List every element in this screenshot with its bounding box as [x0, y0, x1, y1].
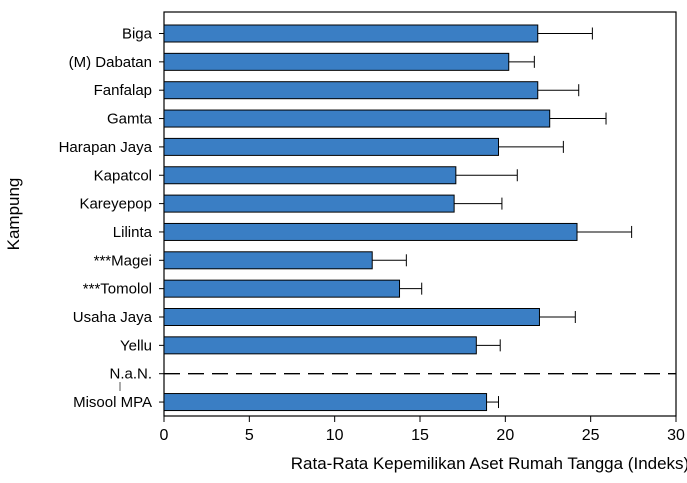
- bar: [163, 336, 477, 355]
- y-tick-label: Gamta: [107, 111, 153, 128]
- bar: [163, 166, 457, 185]
- y-tick-label: Misool MPA: [73, 394, 152, 411]
- y-tick-label: ***Tomolol: [83, 281, 152, 298]
- y-tick-label: Yellu: [120, 337, 152, 354]
- bar: [163, 194, 455, 213]
- y-tick-label: Fanfalap: [94, 82, 152, 99]
- bar: [163, 251, 373, 270]
- bar: [163, 308, 540, 326]
- y-tick-label: ***Magei: [94, 252, 152, 269]
- plot-area: Biga (M) Dabatan Fanfalap Gamta Harapan Jaya…: [59, 11, 685, 444]
- bar: [163, 109, 551, 128]
- plot-frame: [163, 11, 677, 417]
- x-tick-label: 25: [582, 427, 600, 444]
- y-tick-label: Kapatcol: [94, 167, 152, 184]
- y-axis-title: Kampung: [4, 178, 23, 251]
- bar: [163, 222, 578, 241]
- x-tick-label: 5: [245, 427, 254, 444]
- bar: [163, 81, 539, 100]
- bar: [163, 393, 488, 412]
- bar: [163, 137, 500, 156]
- x-tick-label: 30: [667, 427, 685, 444]
- bar: [163, 52, 510, 71]
- y-tick-label: (M) Dabatan: [69, 54, 152, 71]
- y-tick-label: N.a.N.: [109, 366, 152, 383]
- y-tick-label: Lilinta: [113, 224, 153, 241]
- y-tick-label: Usaha Jaya: [73, 309, 153, 326]
- y-tick-label: Biga: [122, 26, 153, 43]
- y-tick-label: Harapan Jaya: [59, 139, 153, 156]
- x-tick-label: 10: [326, 427, 344, 444]
- bar: [163, 279, 401, 298]
- bar: [163, 24, 539, 43]
- x-tick-label: 0: [160, 427, 169, 444]
- x-tick-label: 20: [496, 427, 514, 444]
- x-axis-title: Rata-Rata Kepemilikan Aset Rumah Tangga …: [291, 454, 687, 473]
- y-tick-label: Kareyepop: [79, 196, 152, 213]
- x-tick-label: 15: [411, 427, 429, 444]
